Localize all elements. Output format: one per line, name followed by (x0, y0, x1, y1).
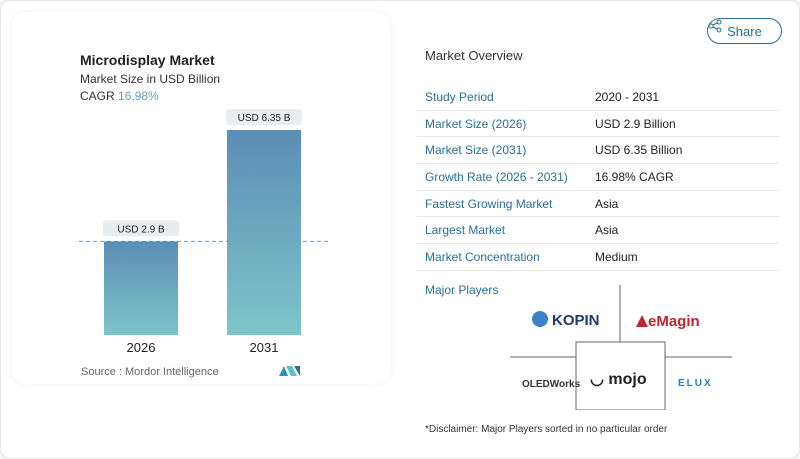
overview-row: Market Concentration Medium (417, 244, 779, 271)
chart-title: Microdisplay Market (80, 52, 215, 68)
data-label-bg (226, 109, 302, 125)
mojo-logo: ◡ mojo (590, 371, 647, 388)
share-button[interactable]: Share (707, 18, 782, 44)
cagr-value: 16.98% (118, 89, 159, 103)
emagin-logo (636, 315, 648, 327)
row-label: Market Size (2031) (425, 143, 527, 158)
share-label: Share (727, 23, 762, 39)
x-tick-label: 2026 (127, 340, 156, 355)
share-icon (708, 19, 722, 33)
row-label: Market Concentration (425, 249, 540, 264)
data-label-bg (103, 220, 179, 237)
row-value: USD 6.35 Billion (595, 143, 683, 158)
row-value: 16.98% CAGR (595, 169, 674, 184)
cagr: CAGR 16.98% (80, 89, 159, 103)
bar-chart: USD 2.9 B 2026 USD 6.35 B 2031 (79, 109, 328, 355)
row-value: Asia (595, 196, 619, 211)
data-label: USD 6.35 B (238, 113, 291, 124)
major-players-logos: KOPIN eMagin OLEDWorks ◡ mojo ELUX (510, 285, 732, 410)
row-value: Medium (595, 249, 638, 264)
overview-row: Market Size (2026) USD 2.9 Billion (417, 111, 779, 138)
oledworks-logo: OLEDWorks (522, 379, 581, 390)
overview-row: Study Period 2020 - 2031 (417, 84, 779, 111)
bar-2026 (104, 241, 178, 335)
source: Source : Mordor Intelligence (81, 366, 219, 378)
disclaimer: *Disclaimer: Major Players sorted in no … (425, 424, 668, 435)
elux-logo: ELUX (678, 378, 713, 389)
row-value: USD 2.9 Billion (595, 116, 676, 131)
data-label: USD 2.9 B (117, 224, 165, 235)
overview-row: Market Size (2031) USD 6.35 Billion (417, 137, 779, 165)
overview-table: Study Period 2020 - 2031 Market Size (2026… (417, 84, 779, 271)
bar-2031 (227, 130, 301, 335)
overview-row: Largest Market Asia (417, 217, 779, 245)
kopin-logo (532, 311, 548, 327)
chart-subtitle: Market Size in USD Billion (80, 72, 221, 86)
chart-card (12, 12, 390, 384)
row-label: Largest Market (425, 223, 506, 238)
row-label: Study Period (425, 89, 494, 104)
x-tick-label: 2031 (250, 340, 279, 355)
row-value: 2020 - 2031 (595, 89, 660, 104)
svg-text:eMagin: eMagin (648, 313, 700, 330)
overview-title: Market Overview (425, 48, 523, 63)
row-label: Market Size (2026) (425, 116, 527, 131)
overview-row: Fastest Growing Market Asia (417, 191, 779, 218)
svg-text:KOPIN: KOPIN (552, 312, 600, 329)
row-label: Growth Rate (2026 - 2031) (425, 169, 568, 184)
row-value: Asia (595, 223, 619, 238)
cagr-label: CAGR (80, 89, 115, 103)
major-players-title: Major Players (425, 283, 499, 297)
overview-row: Growth Rate (2026 - 2031) 16.98% CAGR (417, 164, 779, 191)
row-label: Fastest Growing Market (425, 196, 553, 211)
